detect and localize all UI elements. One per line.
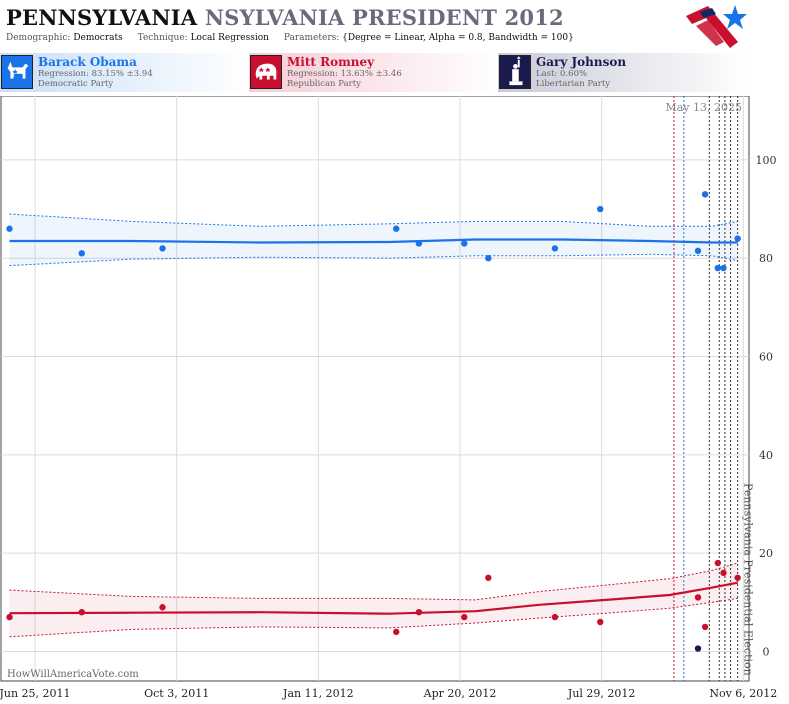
x-axis-ticks: Jun 25, 2011 Oct 3, 2011 Jan 11, 2012 Apr 2… <box>0 687 777 700</box>
hwav-star-logo-icon <box>686 5 747 48</box>
plot-frame <box>0 96 750 682</box>
data-point <box>701 191 709 198</box>
trend-lines <box>9 238 738 615</box>
candidate-card-obama: Barack Obama Regression: 83.15% ±3.94 De… <box>0 53 250 92</box>
data-point <box>415 608 423 616</box>
x-tick-label: Nov 6, 2012 <box>709 687 777 700</box>
x-tick-label: Oct 3, 2011 <box>144 687 209 700</box>
data-point <box>551 245 559 252</box>
parameters-value: {Degree = Linear, Alpha = 0.8, Bandwidth… <box>342 33 574 43</box>
title-race: NSYLVANIA PRESIDENT 2012 <box>204 5 564 30</box>
data-point <box>78 250 85 257</box>
data-point <box>720 264 727 272</box>
candidate-party: Libertarian Party <box>536 79 611 89</box>
data-point <box>159 245 166 252</box>
statue-of-liberty-icon <box>499 55 531 89</box>
y-tick-label: 0 <box>763 646 770 659</box>
data-point <box>461 240 468 247</box>
x-tick-label: Jan 11, 2012 <box>282 687 354 700</box>
data-point <box>159 604 166 611</box>
candidate-name: Gary Johnson <box>536 55 627 69</box>
technique-label: Technique: <box>137 33 188 43</box>
data-point <box>485 255 492 262</box>
data-point <box>694 247 702 255</box>
demographic-label: Demographic: <box>6 33 71 43</box>
poll-date-lines <box>673 96 739 681</box>
confidence-band <box>9 563 738 637</box>
candidate-stat: Regression: 83.15% ±3.94 <box>38 69 153 79</box>
data-point <box>485 574 492 581</box>
candidate-card-romney: Mitt Romney Regression: 13.63% ±3.46 Rep… <box>249 53 499 92</box>
elephant-icon <box>250 55 282 89</box>
watermark: HowWillAmericaVote.com <box>7 669 139 680</box>
chart-header: PENNSYLVANIA NSYLVANIA PRESIDENT 2012 De… <box>0 0 749 50</box>
data-point <box>694 594 702 601</box>
data-point <box>393 628 400 636</box>
grid-lines <box>1 96 749 681</box>
data-point <box>597 618 604 626</box>
band-lower-line <box>9 253 738 267</box>
confidence-bands <box>9 213 738 638</box>
data-point <box>714 264 722 272</box>
data-point <box>597 205 604 213</box>
y-tick-label: 20 <box>759 547 773 560</box>
data-point <box>694 645 702 652</box>
band-upper-line <box>9 213 738 227</box>
candidate-stat: Regression: 13.63% ±3.46 <box>287 69 402 79</box>
data-point <box>714 559 722 567</box>
x-tick-label: Jun 25, 2011 <box>0 687 71 700</box>
candidate-name: Mitt Romney <box>287 55 375 69</box>
candidate-legend: Barack Obama Regression: 83.15% ±3.94 De… <box>0 53 749 93</box>
data-point <box>551 613 559 621</box>
y-tick-label: 100 <box>756 154 777 167</box>
election-label: Pennsylvania Presidential Election <box>742 483 755 676</box>
data-point <box>6 225 13 232</box>
data-point <box>734 235 741 242</box>
parameters-label: Parameters: <box>283 33 340 43</box>
candidate-card-johnson: Gary Johnson Last: 0.60% Libertarian Par… <box>498 53 748 92</box>
data-point <box>78 608 85 616</box>
y-tick-label: 80 <box>759 252 773 265</box>
candidate-party: Republican Party <box>287 79 361 89</box>
parameters-line: Demographic: Democrats Technique: Local … <box>6 33 586 43</box>
chart-title: PENNSYLVANIA NSYLVANIA PRESIDENT 2012 <box>6 5 564 30</box>
data-point <box>720 569 727 577</box>
donkey-icon <box>1 55 33 89</box>
trend-line <box>9 581 738 615</box>
data-point <box>461 613 468 621</box>
data-point <box>701 623 709 631</box>
candidate-party: Democratic Party <box>38 79 114 89</box>
y-tick-label: 60 <box>759 351 773 364</box>
y-tick-label: 40 <box>759 449 773 462</box>
data-point <box>393 225 400 232</box>
data-point <box>6 613 13 621</box>
x-tick-label: Apr 20, 2012 <box>423 687 497 700</box>
poll-points <box>6 191 741 652</box>
candidate-name: Barack Obama <box>38 55 137 69</box>
x-tick-label: Jul 29, 2012 <box>567 687 636 700</box>
poll-chart: 0 20 40 60 80 100 Jun 25, 2011 Oct 3, 2011 Jan … <box>0 96 777 700</box>
data-point <box>734 574 741 581</box>
technique-value: Local Regression <box>190 33 269 43</box>
date-stamp: May 13, 2025 <box>665 101 742 114</box>
demographic-value: Democrats <box>73 33 123 43</box>
candidate-stat: Last: 0.60% <box>536 69 588 79</box>
confidence-band <box>9 214 738 266</box>
trend-line <box>9 238 738 244</box>
title-state: PENNSYLVANIA <box>6 5 198 30</box>
y-axis-ticks: 0 20 40 60 80 100 <box>756 154 777 659</box>
data-point <box>415 240 423 247</box>
